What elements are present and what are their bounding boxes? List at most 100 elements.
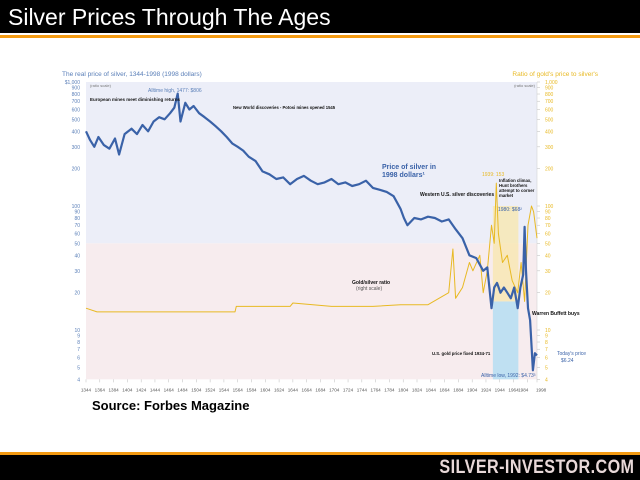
x-tick-label: 1524 <box>205 387 216 392</box>
y2-tick-label: 100 <box>545 204 554 210</box>
y-tick-label: 9 <box>77 334 80 340</box>
y2-tick-label: 4 <box>545 377 548 383</box>
silver-price-line <box>85 92 538 372</box>
y2-tick-label: 40 <box>545 253 551 259</box>
y2-axis-label: (ratio scale) <box>514 83 536 88</box>
annotation-alltime-high: Alltime high, 1477: $806 <box>148 88 202 94</box>
x-tick-label: 1984 <box>518 387 529 392</box>
x-tick-label: 1624 <box>274 387 285 392</box>
y2-tick-label: 1,000 <box>545 80 558 86</box>
x-tick-label: 1844 <box>426 387 437 392</box>
x-tick-label: 1764 <box>371 387 382 392</box>
y2-tick-label: 5 <box>545 365 548 371</box>
y2-axis-title: Ratio of gold's price to silver's <box>512 71 598 78</box>
y2-tick-label: 70 <box>545 223 551 229</box>
y2-tick-label: 200 <box>545 167 554 173</box>
x-tick-label: 1784 <box>384 387 395 392</box>
y2-tick-label: 9 <box>545 334 548 340</box>
y2-tick-label: 400 <box>545 129 554 135</box>
x-tick-label: 1564 <box>233 387 244 392</box>
annotation-buffett: Warren Buffett buys <box>532 311 580 317</box>
y-tick-label: 800 <box>72 92 81 98</box>
y2-tick-label: 30 <box>545 269 551 275</box>
x-tick-label: 1424 <box>136 387 147 392</box>
upper-background <box>86 82 537 244</box>
y-tick-label: 200 <box>72 167 81 173</box>
annotation-price-label: Price of silver in 1998 dollars¹ <box>382 164 437 179</box>
x-tick-label: 1904 <box>467 387 478 392</box>
y-tick-label: 600 <box>72 108 81 114</box>
annotation-western: Western U.S. silver discoveries <box>420 192 494 198</box>
x-tick-label: 1444 <box>150 387 161 392</box>
x-tick-label: 1824 <box>412 387 423 392</box>
y-tick-label: 300 <box>72 145 81 151</box>
x-tick-label: 1384 <box>108 387 119 392</box>
y-tick-label: $1,000 <box>65 80 81 86</box>
annotation-hunt: Inflation climax, Hunt brothers attempt … <box>499 178 535 198</box>
annotation-alltime-low: Alltime low, 1992: $4.73³ <box>481 373 536 379</box>
title-bar: Silver Prices Through The Ages <box>0 0 640 33</box>
y-tick-label: 10 <box>74 328 80 334</box>
y2-tick-label: 700 <box>545 99 554 105</box>
silver-price-chart: The real price of silver, 1344-1998 (199… <box>62 71 599 392</box>
x-tick-label: 1344 <box>81 387 92 392</box>
bottom-accent-line <box>0 452 640 455</box>
lower-background <box>86 243 537 380</box>
x-tick-label: 1464 <box>164 387 175 392</box>
y-tick-label: 5 <box>77 365 80 371</box>
annotation-new-world: New World discoveries - Potosi mines ope… <box>233 105 336 110</box>
y2-tick-label: 20 <box>545 291 551 297</box>
y-tick-label: 900 <box>72 86 81 92</box>
y-tick-label: 400 <box>72 129 81 135</box>
y-tick-label: 20 <box>74 291 80 297</box>
y2-tick-label: 8 <box>545 340 548 346</box>
y-tick-label: 6 <box>77 356 80 362</box>
x-tick-label: 1944 <box>495 387 506 392</box>
x-tick-label: 1864 <box>439 387 450 392</box>
x-tick-label: 1804 <box>398 387 409 392</box>
x-tick-label: 1604 <box>260 387 271 392</box>
y-tick-label: 500 <box>72 117 81 123</box>
x-tick-label: 1964 <box>508 387 519 392</box>
annotation-today-value: $6.24 <box>561 358 574 364</box>
y2-tick-label: 10 <box>545 328 551 334</box>
y2-tick-label: 900 <box>545 86 554 92</box>
x-tick-label: 1704 <box>329 387 340 392</box>
x-tick-label: 1644 <box>288 387 299 392</box>
y2-tick-label: 300 <box>545 145 554 151</box>
gold-silver-ratio-line <box>85 182 538 313</box>
y2-tick-label: 600 <box>545 108 554 114</box>
x-tick-label: 1998 <box>536 387 547 392</box>
y-tick-label: 90 <box>74 210 80 216</box>
x-tick-label: 1724 <box>343 387 354 392</box>
annotation-ratio-sub: (right scale) <box>356 286 382 292</box>
footer-bar: SILVER-INVESTOR.COM <box>0 455 640 480</box>
x-tick-label: 1544 <box>219 387 230 392</box>
brand-logo: SILVER-INVESTOR.COM <box>438 457 634 478</box>
y-tick-label: 100 <box>72 204 81 210</box>
y-tick-label: 80 <box>74 216 80 222</box>
source-caption: Source: Forbes Magazine <box>92 398 250 413</box>
y2-tick-label: 60 <box>545 232 551 238</box>
x-tick-label: 1404 <box>122 387 133 392</box>
x-tick-label: 1364 <box>95 387 106 392</box>
x-tick-label: 1884 <box>453 387 464 392</box>
x-tick-label: 1684 <box>315 387 326 392</box>
y-tick-label: 4 <box>77 377 80 383</box>
y-axis-label: (ratio scale) <box>90 83 112 88</box>
annotation-ratio-1939: 1939: 153 <box>482 172 504 178</box>
chart-title: The real price of silver, 1344-1998 (199… <box>62 71 202 78</box>
annotation-gold-fixed: U.S. gold price fixed 1934-71 <box>432 351 491 356</box>
top-accent-line <box>0 35 640 38</box>
y2-tick-label: 80 <box>545 216 551 222</box>
y2-tick-label: 800 <box>545 92 554 98</box>
y2-tick-label: 50 <box>545 241 551 247</box>
y-tick-label: 700 <box>72 99 81 105</box>
x-tick-label: 1664 <box>302 387 313 392</box>
slide-title: Silver Prices Through The Ages <box>8 4 331 30</box>
y-tick-label: 50 <box>74 241 80 247</box>
x-tick-label: 1504 <box>191 387 202 392</box>
y2-tick-label: 500 <box>545 117 554 123</box>
annotation-1980: 1980: $68² <box>498 207 522 213</box>
y-tick-label: 60 <box>74 232 80 238</box>
